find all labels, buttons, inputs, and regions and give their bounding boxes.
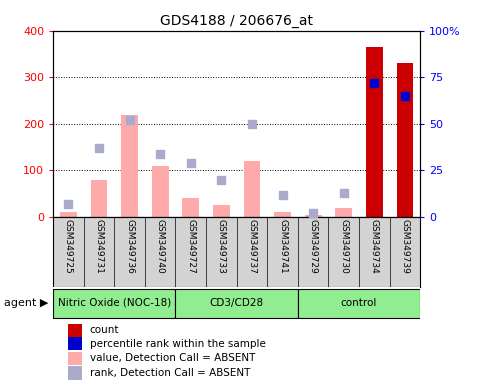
Text: rank, Detection Call = ABSENT: rank, Detection Call = ABSENT (90, 368, 250, 378)
Text: percentile rank within the sample: percentile rank within the sample (90, 339, 266, 349)
Point (340, 190, 348, 196)
Text: GSM349737: GSM349737 (247, 219, 256, 274)
Bar (60, 212, 77, 217)
Bar (335, 208, 352, 217)
Bar (298, 289, 420, 318)
Text: GSM349736: GSM349736 (125, 219, 134, 274)
Point (279, 192, 286, 198)
Bar (91, 180, 107, 217)
Point (95, 145, 103, 151)
Bar (152, 166, 169, 217)
Bar (68, 366, 83, 379)
Bar (68, 324, 83, 337)
Point (126, 117, 133, 123)
Text: GSM349740: GSM349740 (156, 219, 165, 274)
Text: count: count (90, 326, 119, 336)
Bar (175, 289, 298, 318)
Text: GSM349741: GSM349741 (278, 219, 287, 274)
Point (65, 201, 72, 207)
Text: GSM349730: GSM349730 (339, 219, 348, 274)
Bar (68, 337, 83, 351)
Point (187, 160, 195, 166)
Bar (274, 212, 291, 217)
Bar (68, 352, 83, 365)
Text: GSM349731: GSM349731 (95, 219, 103, 274)
Text: GSM349733: GSM349733 (217, 219, 226, 274)
Bar (213, 205, 230, 217)
Text: GSM349727: GSM349727 (186, 219, 195, 274)
Bar (243, 161, 260, 217)
Point (309, 210, 317, 217)
Bar (366, 47, 383, 217)
Text: CD3/CD28: CD3/CD28 (210, 298, 264, 308)
Point (248, 121, 256, 127)
Title: GDS4188 / 206676_at: GDS4188 / 206676_at (160, 14, 313, 28)
Point (370, 80, 378, 86)
Text: GSM349739: GSM349739 (400, 219, 410, 274)
Point (217, 177, 225, 183)
Text: GSM349725: GSM349725 (64, 219, 73, 274)
Text: value, Detection Call = ABSENT: value, Detection Call = ABSENT (90, 353, 255, 363)
Point (401, 93, 409, 99)
Bar (305, 215, 322, 217)
Point (156, 151, 164, 157)
Bar (121, 114, 138, 217)
Bar (397, 63, 413, 217)
Text: agent ▶: agent ▶ (4, 298, 48, 308)
Bar (53, 289, 175, 318)
Text: GSM349729: GSM349729 (309, 219, 318, 274)
Text: control: control (341, 298, 377, 308)
Text: GSM349734: GSM349734 (370, 219, 379, 274)
Bar (183, 199, 199, 217)
Text: Nitric Oxide (NOC-18): Nitric Oxide (NOC-18) (57, 298, 171, 308)
